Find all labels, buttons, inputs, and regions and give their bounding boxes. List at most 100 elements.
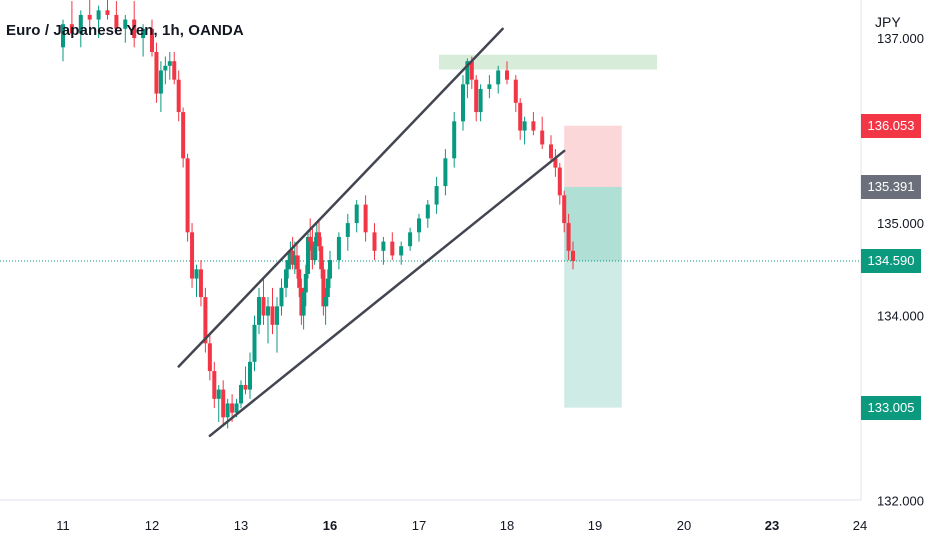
candle-body — [474, 79, 479, 113]
candle-body — [496, 70, 501, 85]
candle-body — [363, 204, 368, 233]
x-tick-label: 23 — [765, 518, 779, 533]
candle-body — [132, 19, 137, 39]
candle-body — [69, 24, 74, 34]
candle-body — [372, 232, 377, 251]
candle-body — [566, 223, 571, 251]
candle-body — [434, 186, 439, 205]
candle-body — [261, 297, 266, 316]
candle-body — [185, 158, 190, 233]
candle-body — [230, 403, 235, 413]
candle-body — [381, 241, 386, 251]
candle-body — [78, 14, 83, 34]
candle-body — [312, 246, 317, 261]
y-tick-label: 132.000 — [877, 494, 924, 509]
x-tick-label: 11 — [56, 518, 70, 533]
candle-body — [399, 246, 404, 256]
candle-body — [270, 306, 275, 325]
x-tick-label: 19 — [588, 518, 602, 533]
chart-title: Euro / Japanese Yen, 1h, OANDA — [6, 22, 244, 39]
entry-price-tag: 135.391 — [861, 174, 921, 199]
candle-body — [301, 292, 306, 316]
candle-body — [325, 278, 330, 298]
candle-body — [123, 19, 128, 29]
candle-body — [505, 70, 509, 80]
y-tick-label: 135.000 — [877, 216, 924, 231]
candle-body — [167, 61, 172, 66]
candle-body — [225, 403, 230, 418]
candle-body — [243, 384, 248, 390]
candle-body — [452, 121, 457, 159]
candle-body — [290, 250, 295, 265]
x-tick-label: 20 — [677, 518, 691, 533]
candle-body — [328, 260, 332, 279]
open-profit-zone — [564, 186, 622, 261]
candle-body — [531, 121, 536, 131]
candle-body — [513, 79, 518, 103]
candle-body — [295, 255, 299, 270]
candle-body — [553, 158, 558, 168]
candle-body — [158, 70, 163, 94]
candle-body — [557, 167, 562, 196]
candle-body — [571, 250, 575, 261]
x-tick-label: 18 — [500, 518, 514, 533]
candle-body — [105, 10, 110, 15]
candle-body — [221, 389, 226, 418]
candle-body — [239, 384, 243, 404]
candle-body — [212, 371, 217, 399]
stop-loss-price-tag: 136.053 — [861, 113, 921, 138]
candle-body — [461, 84, 465, 122]
candle-body — [234, 403, 239, 413]
candle-body — [266, 306, 270, 316]
candle-body — [303, 273, 308, 293]
candle-body — [317, 232, 321, 247]
candle-body — [207, 343, 212, 372]
candle-body — [172, 61, 177, 80]
candle-body — [310, 241, 315, 261]
candle-body — [190, 232, 195, 279]
candle-body — [181, 112, 186, 159]
take-profit-price-tag: 133.005 — [861, 395, 921, 420]
price-axis-currency: JPY — [875, 14, 901, 30]
candle-body — [299, 287, 304, 316]
candle-body — [465, 61, 470, 85]
candle-body — [390, 241, 395, 256]
candle-body — [87, 14, 92, 20]
candle-body — [252, 324, 257, 362]
candle-body — [306, 236, 310, 274]
candle-body — [176, 79, 181, 113]
candle-body — [417, 218, 421, 233]
x-tick-label: 12 — [145, 518, 159, 533]
candle-body — [549, 144, 553, 159]
candle-body — [141, 28, 146, 39]
candle-body — [279, 287, 284, 307]
candle-body — [216, 389, 221, 399]
stop-loss-zone — [564, 125, 622, 187]
candle-body — [345, 223, 350, 237]
candle-body — [248, 361, 252, 390]
candle-body — [114, 14, 119, 29]
candle-body — [487, 84, 492, 89]
candle-body — [194, 269, 199, 279]
candle-body — [163, 65, 168, 71]
candle-body — [314, 232, 319, 247]
candle-body — [518, 102, 523, 131]
candle-body — [308, 236, 313, 242]
candle-body — [443, 158, 448, 187]
candle-body — [540, 130, 545, 145]
x-tick-label: 16 — [323, 518, 337, 533]
candle-body — [96, 10, 101, 20]
candle-body — [354, 204, 359, 224]
x-tick-label: 17 — [412, 518, 426, 533]
candle-body — [297, 269, 302, 288]
channel-line-lower — [208, 149, 566, 438]
candle-body — [425, 204, 430, 219]
candle-body — [336, 236, 341, 261]
candle-body — [61, 24, 65, 48]
candle-body — [154, 51, 159, 94]
resistance-zone — [439, 54, 657, 70]
y-tick-label: 137.000 — [877, 31, 924, 46]
candle-body — [478, 88, 483, 113]
